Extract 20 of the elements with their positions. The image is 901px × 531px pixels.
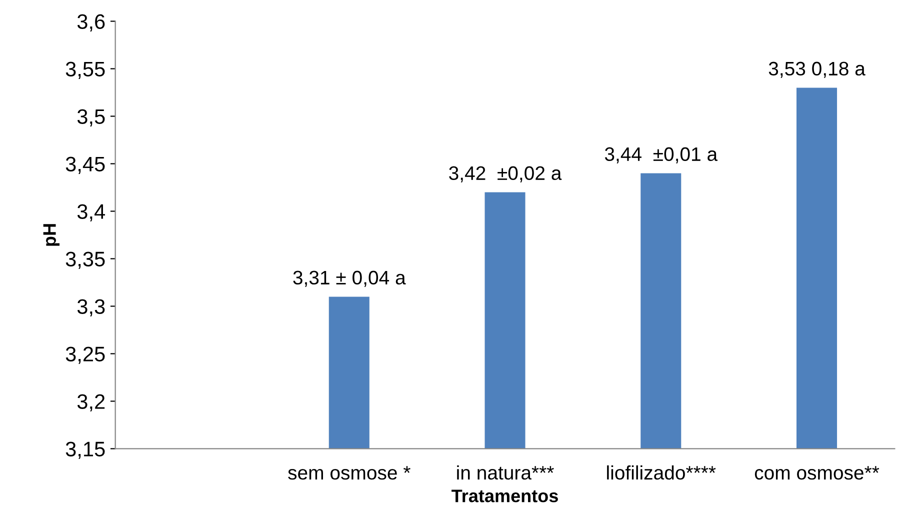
y-axis-title: pH <box>43 224 60 246</box>
x-axis-title: Tratamentos <box>452 490 558 502</box>
x-tick-label: sem osmose * <box>288 466 410 480</box>
data-label: 3,44 ±0,01 a <box>604 147 718 164</box>
y-tick-label: 3,15 <box>66 442 105 459</box>
y-tick-label: 3,25 <box>66 346 105 364</box>
x-tick-label: in natura*** <box>457 465 554 480</box>
data-label: 3,31 ± 0,04 a <box>293 270 406 287</box>
x-tick-label: liofilizado**** <box>607 465 716 480</box>
y-tick-label: 3,3 <box>77 299 105 316</box>
data-label: 3,53 0,18 a <box>768 62 866 78</box>
y-tick-label: 3,4 <box>77 204 105 222</box>
y-tick-label: 3,2 <box>77 394 105 412</box>
y-tick-label: 3,35 <box>66 252 105 269</box>
x-tick-label: com osmose** <box>754 466 880 480</box>
y-tick-label: 3,6 <box>77 14 105 32</box>
data-label: 3,42 ±0,02 a <box>449 166 562 182</box>
y-tick-label: 3,55 <box>66 62 105 79</box>
y-tick-label: 3,5 <box>77 109 105 126</box>
y-tick-label: 3,45 <box>66 156 105 174</box>
